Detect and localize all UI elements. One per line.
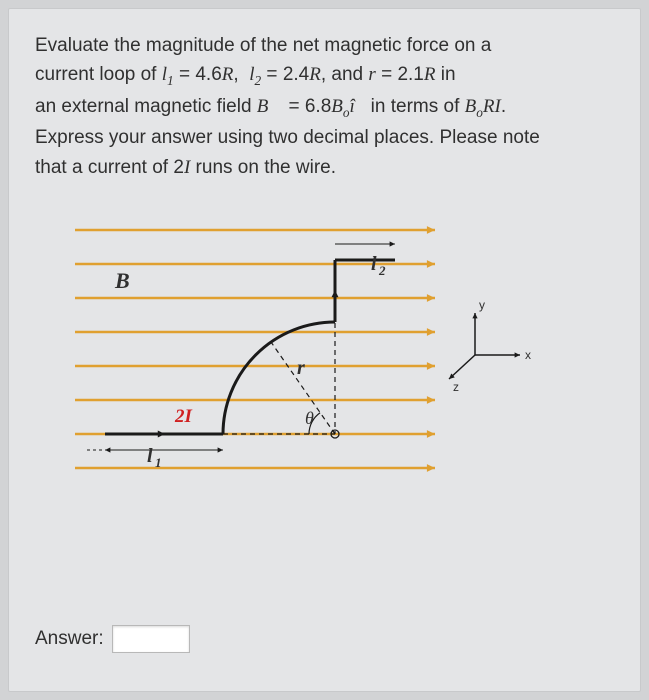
answer-label: Answer: bbox=[35, 628, 104, 650]
svg-text:y: y bbox=[479, 298, 485, 312]
text-line3b: in terms of bbox=[365, 96, 464, 117]
l2-coeff: 2.4 bbox=[283, 64, 309, 85]
problem-statement: Evaluate the magnitude of the net magnet… bbox=[35, 31, 614, 182]
svg-text:B: B bbox=[114, 268, 130, 293]
svg-text:l: l bbox=[147, 445, 153, 467]
question-card: Evaluate the magnitude of the net magnet… bbox=[8, 8, 641, 692]
answer-input[interactable] bbox=[112, 625, 190, 653]
text-line3a: an external magnetic field bbox=[35, 96, 257, 117]
svg-text:z: z bbox=[453, 380, 459, 394]
text-line4: Express your answer using two decimal pl… bbox=[35, 127, 540, 148]
diagram-svg: Bθrl1l22Ixyz bbox=[35, 210, 555, 510]
svg-text:x: x bbox=[525, 348, 531, 362]
text-line5a: that a current of bbox=[35, 157, 173, 178]
svg-text:2: 2 bbox=[378, 263, 386, 278]
r-coeff: 2.1 bbox=[397, 64, 423, 85]
current-coeff: 2 bbox=[173, 157, 184, 178]
svg-text:l: l bbox=[371, 253, 377, 275]
answer-row: Answer: bbox=[35, 625, 190, 653]
text-line5b: runs on the wire. bbox=[190, 157, 336, 178]
text-line2a: current loop of bbox=[35, 64, 162, 85]
figure: Bθrl1l22Ixyz bbox=[35, 210, 555, 510]
text-line1: Evaluate the magnitude of the net magnet… bbox=[35, 35, 491, 56]
svg-text:θ: θ bbox=[305, 408, 314, 428]
l1-coeff: 4.6 bbox=[195, 64, 221, 85]
B-coeff: 6.8 bbox=[305, 96, 331, 117]
svg-text:1: 1 bbox=[155, 455, 162, 470]
svg-text:r: r bbox=[297, 357, 305, 379]
svg-text:2I: 2I bbox=[174, 406, 193, 427]
